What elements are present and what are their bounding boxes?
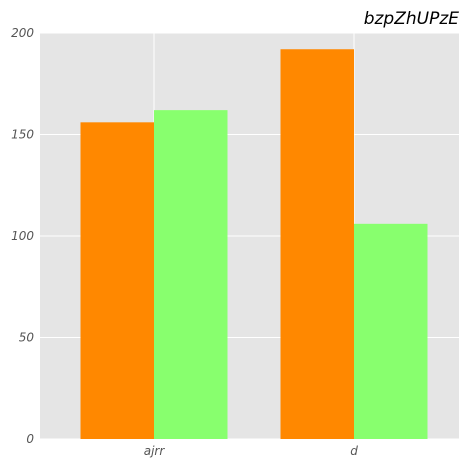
bars <box>80 49 428 440</box>
chart-title: bzpZhUPzE <box>364 9 460 29</box>
y-tick-label: 150 <box>11 128 34 142</box>
bar-d-series-1 <box>280 49 354 440</box>
y-axis-ticks: 0 50 100 150 200 <box>11 26 34 446</box>
y-tick-label: 100 <box>11 229 34 243</box>
bar-ajrr-series-2 <box>154 110 228 439</box>
y-tick-label: 200 <box>11 26 34 40</box>
bar-ajrr-series-1 <box>80 122 154 439</box>
x-tick-label: d <box>350 444 358 458</box>
y-tick-label: 0 <box>26 432 34 446</box>
y-tick-label: 50 <box>19 331 35 345</box>
bar-d-series-2 <box>354 223 428 439</box>
x-axis-ticks: ajrr d <box>144 444 358 458</box>
x-tick-label: ajrr <box>144 444 166 458</box>
